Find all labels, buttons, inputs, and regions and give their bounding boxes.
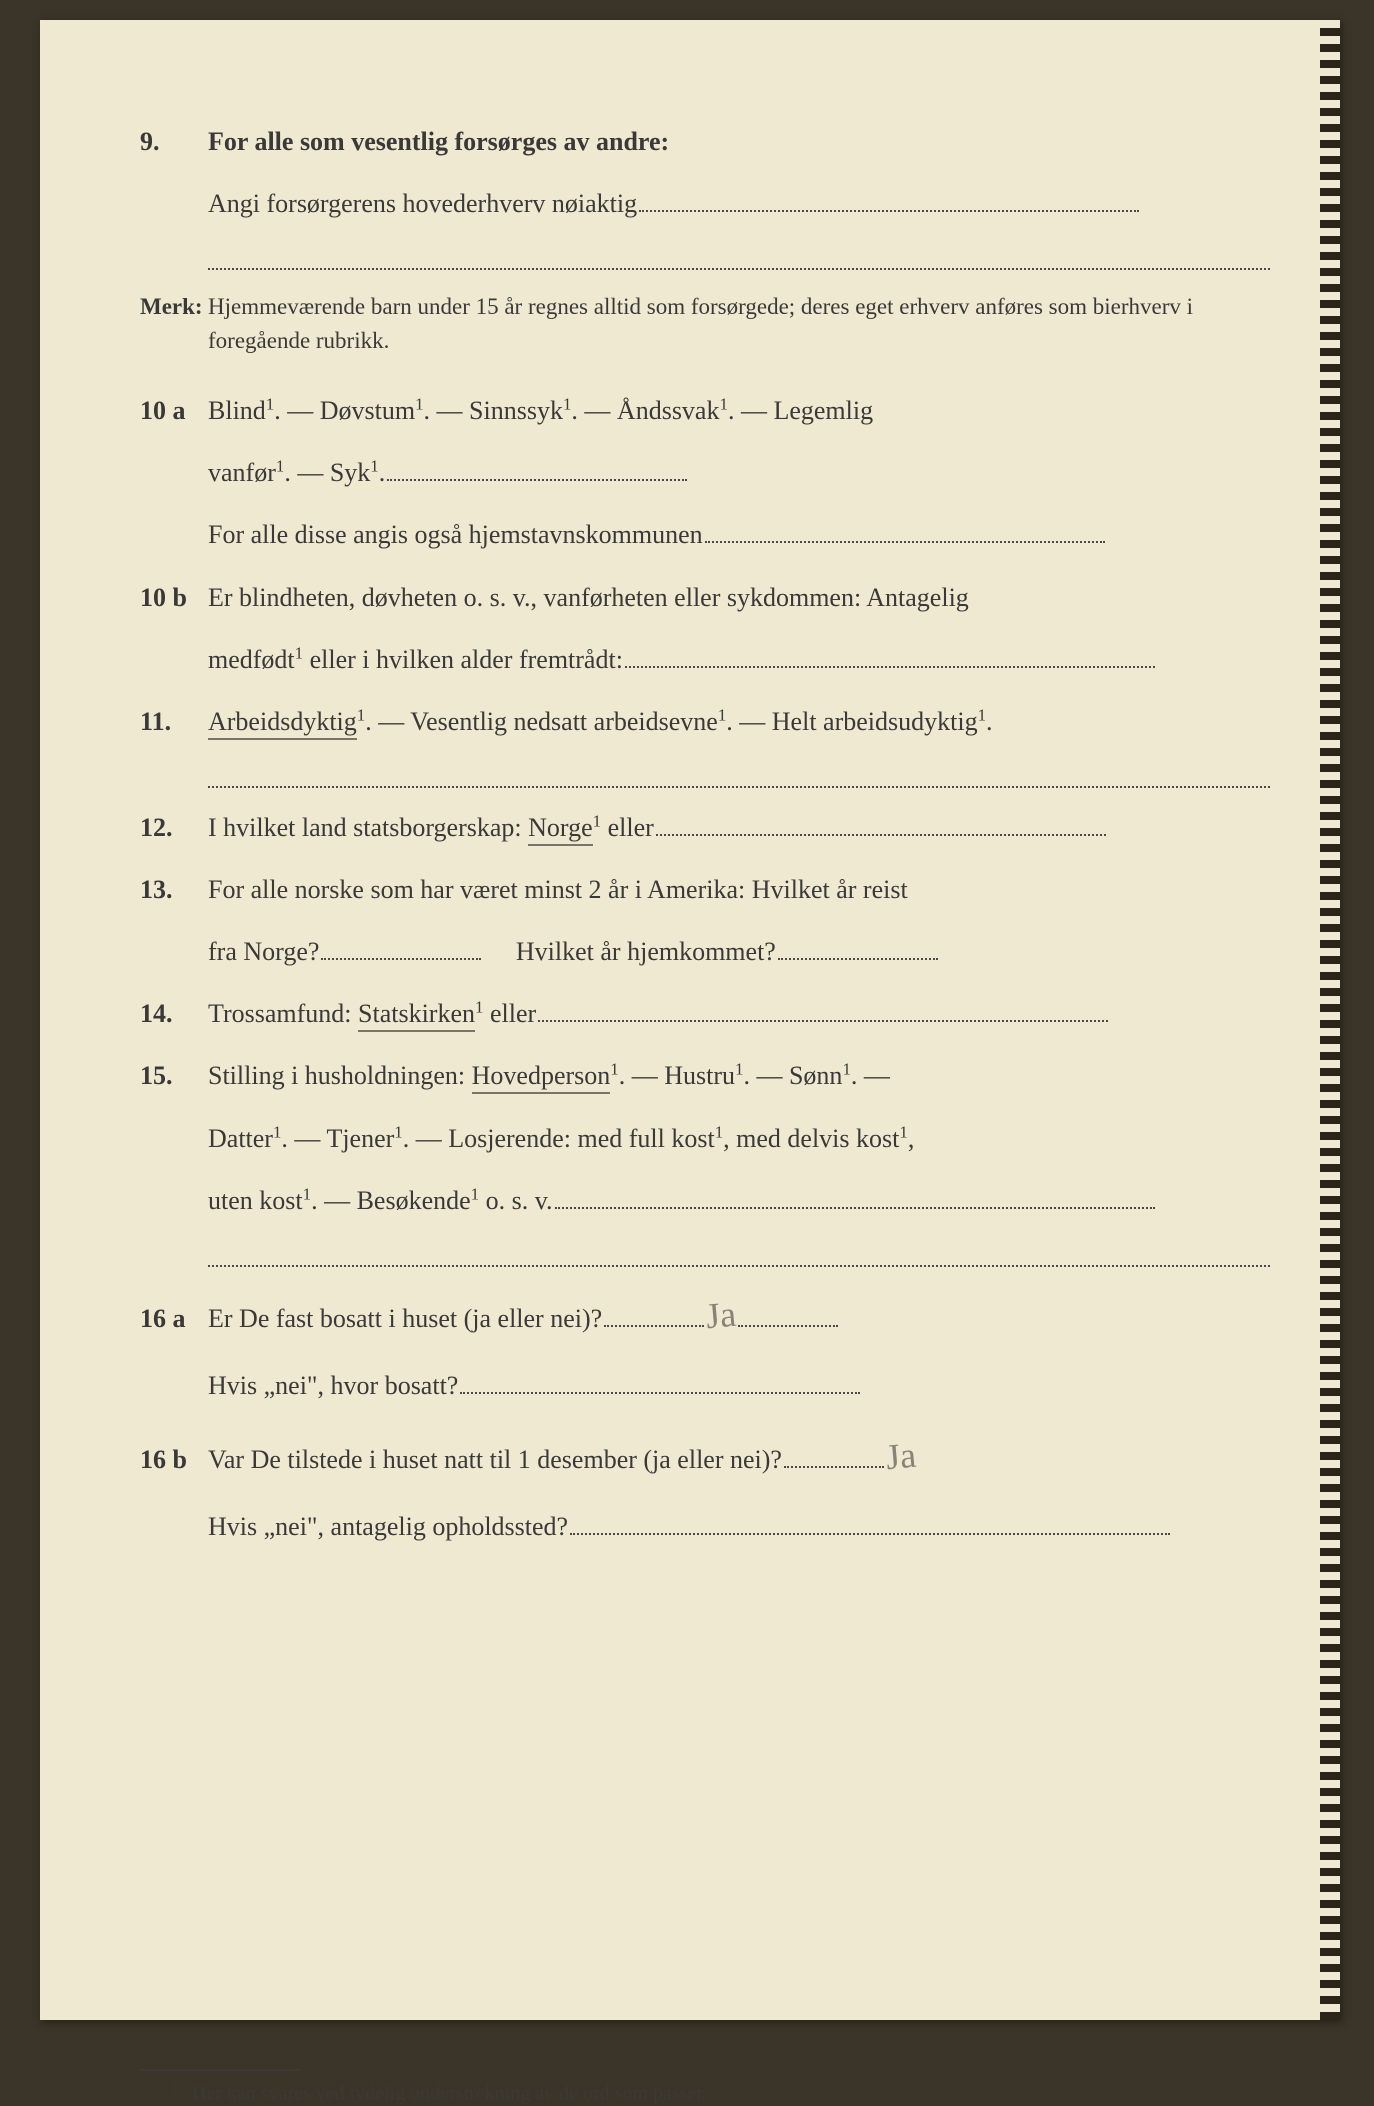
q12-content: I hvilket land statsborgerskap: Norge1 e… <box>208 806 1270 850</box>
question-15-line3: uten kost1. — Besøkende1 o. s. v. <box>140 1179 1270 1223</box>
q11-content: Arbeidsdyktig1. — Vesentlig nedsatt arbe… <box>208 700 1270 744</box>
q14-number: 14. <box>140 992 208 1036</box>
q10b-number: 10 b <box>140 576 208 620</box>
q16b-number: 16 b <box>140 1438 208 1482</box>
q9-title: For alle som vesentlig forsørges av andr… <box>208 127 669 156</box>
question-15: 15. Stilling i husholdningen: Hovedperso… <box>140 1054 1270 1098</box>
q14-blank <box>538 1020 1108 1022</box>
question-15-line2: Datter1. — Tjener1. — Losjerende: med fu… <box>140 1117 1270 1161</box>
question-10a-line2: vanfør1. — Syk1. <box>140 451 1270 495</box>
q10b-blank <box>625 666 1155 668</box>
q16a-content: Er De fast bosatt i huset (ja eller nei)… <box>208 1285 1270 1346</box>
question-10a: 10 a Blind1. — Døvstum1. — Sinnssyk1. — … <box>140 389 1270 433</box>
q10a-blank <box>387 479 687 481</box>
q16b-blank2 <box>570 1533 1170 1535</box>
q10a-number: 10 a <box>140 389 208 433</box>
footnote-separator <box>140 2069 300 2071</box>
q11-full-blank <box>208 762 1270 788</box>
merk-label: Merk: <box>140 290 208 325</box>
q16b-answer: Ja <box>883 1425 918 1489</box>
question-16a-line2: Hvis „nei", hvor bosatt? <box>140 1364 1270 1408</box>
question-16b-line2: Hvis „nei", antagelig opholdssted? <box>140 1505 1270 1549</box>
q16b-content: Var De tilstede i huset natt til 1 desem… <box>208 1426 1270 1487</box>
q15-full-blank <box>208 1241 1270 1267</box>
question-13: 13. For alle norske som har været minst … <box>140 868 1270 912</box>
q15-number: 15. <box>140 1054 208 1098</box>
q10a-blank2 <box>705 541 1105 543</box>
q9-line2-text: Angi forsørgerens hovederhverv nøiaktig <box>208 189 637 218</box>
q12-number: 12. <box>140 806 208 850</box>
q12-blank <box>656 834 1106 836</box>
q9-blank <box>639 210 1139 212</box>
q13-blank2 <box>778 958 938 960</box>
question-10a-line3: For alle disse angis også hjemstavnskomm… <box>140 513 1270 557</box>
question-13-line2: fra Norge? Hvilket år hjemkommet? <box>140 930 1270 974</box>
q10a-content: Blind1. — Døvstum1. — Sinnssyk1. — Åndss… <box>208 389 1270 433</box>
q9-full-blank <box>208 244 1270 270</box>
q13-content: For alle norske som har været minst 2 år… <box>208 868 1270 912</box>
q15-blank <box>555 1207 1155 1209</box>
question-10b-line2: medfødt1 eller i hvilken alder fremtrådt… <box>140 638 1270 682</box>
q15-content: Stilling i husholdningen: Hovedperson1. … <box>208 1054 1270 1098</box>
q16a-answer: Ja <box>704 1283 739 1347</box>
question-14: 14. Trossamfund: Statskirken1 eller <box>140 992 1270 1036</box>
question-9: 9. For alle som vesentlig forsørges av a… <box>140 120 1270 164</box>
q9-content: For alle som vesentlig forsørges av andr… <box>208 120 1270 164</box>
q10b-content: Er blindheten, døvheten o. s. v., vanfør… <box>208 576 1270 620</box>
q13-number: 13. <box>140 868 208 912</box>
document-page: 9. For alle som vesentlig forsørges av a… <box>40 20 1340 2020</box>
question-16a: 16 a Er De fast bosatt i huset (ja eller… <box>140 1285 1270 1346</box>
question-16b: 16 b Var De tilstede i huset natt til 1 … <box>140 1426 1270 1487</box>
footnote: 1 Her kan svares ved tydelig understrekn… <box>170 2081 1270 2106</box>
merk-note: Merk: Hjemmeværende barn under 15 år reg… <box>140 290 1270 359</box>
question-10b: 10 b Er blindheten, døvheten o. s. v., v… <box>140 576 1270 620</box>
q13-blank1 <box>321 958 481 960</box>
question-9-line2: Angi forsørgerens hovederhverv nøiaktig <box>140 182 1270 226</box>
q16a-blank2 <box>460 1392 860 1394</box>
q16b-blank1 <box>784 1466 884 1468</box>
q11-number: 11. <box>140 700 208 744</box>
q16a-blank1 <box>604 1325 704 1327</box>
merk-text: Hjemmeværende barn under 15 år regnes al… <box>208 290 1270 359</box>
q9-number: 9. <box>140 120 208 164</box>
question-12: 12. I hvilket land statsborgerskap: Norg… <box>140 806 1270 850</box>
q14-content: Trossamfund: Statskirken1 eller <box>208 992 1270 1036</box>
q16a-number: 16 a <box>140 1297 208 1341</box>
question-11: 11. Arbeidsdyktig1. — Vesentlig nedsatt … <box>140 700 1270 744</box>
footnote-marker: 1 <box>170 2081 177 2096</box>
footnote-text: Her kan svares ved tydelig understreknin… <box>192 2083 707 2105</box>
